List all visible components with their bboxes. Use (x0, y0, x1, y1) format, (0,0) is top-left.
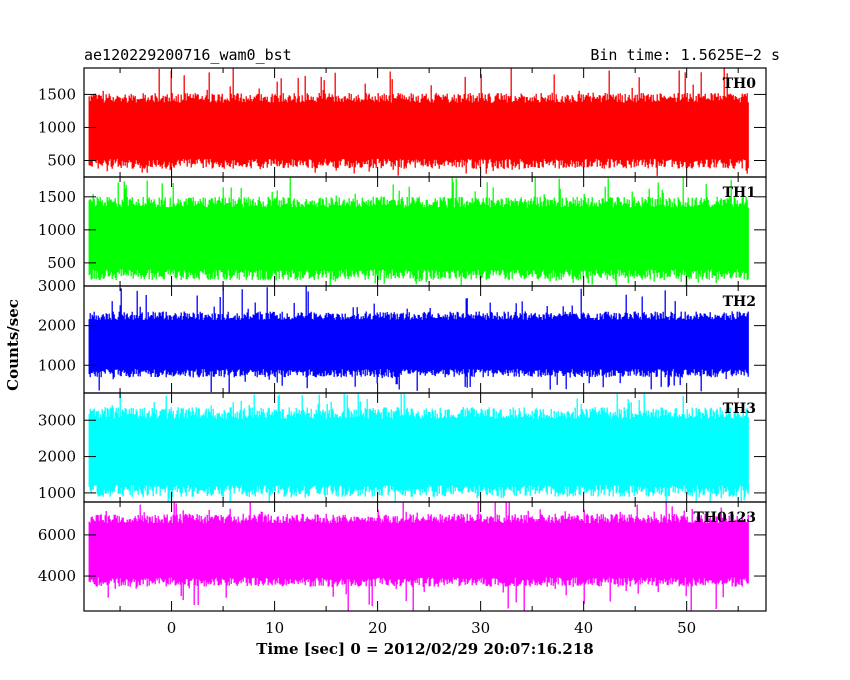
y-tick-label: 1500 (38, 85, 76, 103)
x-tick-label: 20 (368, 619, 387, 637)
series-trace-th2 (88, 286, 749, 393)
series-trace-th0 (88, 68, 749, 176)
panel-label-th0: TH0 (723, 76, 757, 92)
observation-id-title: ae120229200716_wam0_bst (84, 46, 292, 64)
y-tick-label: 1000 (38, 118, 76, 136)
panel-th3: 1000 2000 3000 TH3 (38, 392, 767, 503)
y-tick-label: 1000 (38, 484, 76, 502)
x-axis-title: Time [sec] 0 = 2012/02/29 20:07:16.218 (256, 640, 593, 658)
panel-label-th0123: TH0123 (693, 510, 756, 526)
x-tick-label: 10 (265, 619, 284, 637)
series-trace-th3 (88, 393, 749, 502)
panel-th1: 500 1000 1500 TH1 (38, 176, 767, 287)
panel-frame (83, 501, 767, 612)
y-tick-label: 3000 (38, 411, 76, 429)
y-tick-label: 4000 (38, 567, 76, 585)
y-tick-label: 1500 (38, 188, 76, 206)
y-axis-title: Counts/sec (4, 299, 22, 391)
y-tick-label: 1000 (38, 221, 76, 239)
panel-label-th1: TH1 (723, 185, 756, 201)
panel-label-th2: TH2 (723, 294, 756, 310)
y-tick-label: 1000 (38, 356, 76, 374)
x-tick-label: 30 (471, 619, 490, 637)
y-tick-label: 2000 (38, 317, 76, 335)
x-tick-label: 40 (574, 619, 593, 637)
y-tick-label: 6000 (38, 526, 76, 544)
panel-th0123: 4000 6000 TH0123 (38, 501, 767, 612)
series-trace-th0123 (88, 502, 749, 611)
y-tick-label: 500 (47, 151, 76, 169)
y-tick-label: 2000 (38, 448, 76, 466)
y-tick-label: 500 (47, 254, 76, 272)
panel-th2: 1000 2000 3000 TH2 (38, 277, 767, 394)
y-tick-label: 3000 (38, 277, 76, 295)
x-tick-label: 50 (677, 619, 696, 637)
panel-th0: 500 1000 1500 TH0 (38, 67, 767, 178)
series-trace-th1 (88, 177, 749, 286)
x-tick-label: 0 (167, 619, 177, 637)
bin-time-label: Bin time: 1.5625E−2 s (590, 46, 780, 64)
panel-label-th3: TH3 (723, 401, 756, 417)
